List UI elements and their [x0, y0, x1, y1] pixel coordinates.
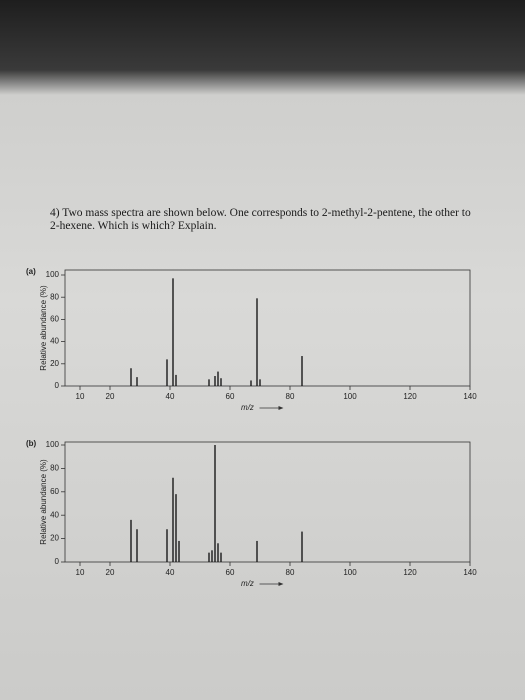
x-tick-label: 100 — [343, 568, 357, 577]
peak — [130, 519, 132, 562]
peak — [259, 379, 261, 386]
peak — [256, 298, 258, 386]
y-tick-label: 0 — [55, 381, 60, 390]
panel-label: (a) — [26, 267, 36, 276]
peak — [166, 529, 168, 562]
y-tick-label: 0 — [55, 557, 60, 566]
y-tick-label: 80 — [50, 292, 59, 301]
x-tick-label: 140 — [463, 392, 477, 401]
x-tick-label: 20 — [106, 568, 115, 577]
peak — [220, 378, 222, 386]
plot-frame — [64, 441, 471, 563]
y-tick-label: 40 — [50, 510, 59, 519]
panel-label: (b) — [26, 439, 37, 448]
x-tick-label: 80 — [286, 568, 295, 577]
question: 4) Two mass spectra are shown below. One… — [50, 207, 471, 232]
y-tick-label: 100 — [46, 440, 60, 449]
peak — [214, 376, 216, 386]
peak — [172, 278, 174, 386]
peak — [175, 374, 177, 386]
peak — [217, 371, 219, 386]
x-tick-label: 120 — [403, 568, 417, 577]
y-tick-label: 20 — [50, 359, 59, 368]
peak — [211, 550, 213, 562]
peak — [166, 359, 168, 386]
x-axis-arrowhead — [278, 406, 284, 410]
y-axis-label: Relative abundance (%) — [39, 285, 48, 371]
peak — [175, 494, 177, 562]
y-tick-label: 80 — [50, 464, 59, 473]
x-tick-label: 10 — [76, 392, 85, 401]
y-tick-label: 40 — [50, 337, 59, 346]
x-axis-arrowhead — [278, 582, 284, 586]
y-tick-label: 100 — [46, 270, 60, 279]
x-tick-label: 120 — [403, 392, 417, 401]
x-tick-label: 60 — [226, 568, 235, 577]
y-tick-label: 20 — [50, 534, 59, 543]
peak — [130, 368, 132, 386]
x-tick-label: 100 — [343, 392, 357, 401]
y-axis-label: Relative abundance (%) — [39, 459, 48, 545]
y-tick-label: 60 — [50, 315, 59, 324]
peak — [136, 377, 138, 386]
x-tick-label: 10 — [76, 568, 85, 577]
x-tick-label: 40 — [166, 392, 175, 401]
plot-frame — [64, 269, 471, 387]
x-tick-label: 80 — [286, 392, 295, 401]
peak — [214, 445, 216, 562]
peak — [256, 540, 258, 562]
peak — [208, 552, 210, 562]
x-axis-label: m/z — [241, 403, 254, 412]
x-tick-label: 60 — [226, 392, 235, 401]
peak — [250, 380, 252, 386]
peak — [172, 477, 174, 562]
peak — [301, 531, 303, 562]
peak — [301, 356, 303, 386]
x-axis-label: m/z — [241, 579, 254, 588]
peak — [208, 379, 210, 386]
x-tick-label: 40 — [166, 568, 175, 577]
peak — [178, 540, 180, 562]
y-tick-label: 60 — [50, 487, 59, 496]
peak — [220, 552, 222, 562]
peak — [217, 543, 219, 562]
x-tick-label: 140 — [463, 568, 477, 577]
x-tick-label: 20 — [106, 392, 115, 401]
peak — [136, 529, 138, 562]
